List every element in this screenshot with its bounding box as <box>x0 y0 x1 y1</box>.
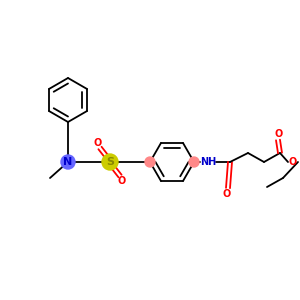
Text: O: O <box>289 157 297 167</box>
Circle shape <box>145 157 155 167</box>
Text: NH: NH <box>200 157 216 167</box>
Circle shape <box>61 155 75 169</box>
Text: O: O <box>223 189 231 199</box>
Text: O: O <box>118 176 126 186</box>
Circle shape <box>189 157 199 167</box>
Text: O: O <box>275 129 283 139</box>
Text: O: O <box>94 138 102 148</box>
Text: N: N <box>63 157 73 167</box>
Circle shape <box>102 154 118 170</box>
Text: S: S <box>106 157 114 167</box>
